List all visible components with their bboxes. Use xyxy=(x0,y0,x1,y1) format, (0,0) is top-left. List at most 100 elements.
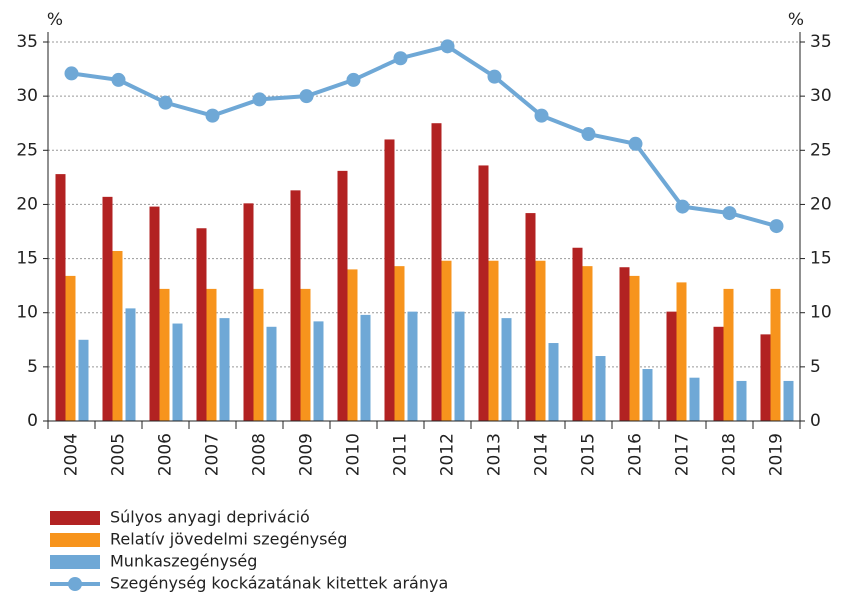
y2-tick-label: 15 xyxy=(810,249,832,269)
x-tick-label: 2013 xyxy=(485,433,505,476)
x-tick-label: 2019 xyxy=(767,433,787,476)
y2-tick-label: 0 xyxy=(810,411,821,431)
bar xyxy=(548,343,559,421)
line-marker xyxy=(111,72,126,87)
line xyxy=(71,44,778,229)
legend-label: Munkaszegénység xyxy=(110,552,257,571)
bar xyxy=(713,326,724,421)
line-marker xyxy=(252,92,267,107)
bar xyxy=(666,311,677,421)
bar xyxy=(360,314,371,421)
legend-swatch xyxy=(50,511,100,525)
bar xyxy=(760,334,771,421)
y-tick-label: 5 xyxy=(27,357,38,377)
x-tick-label-group: 2008 xyxy=(250,433,270,476)
bar xyxy=(394,266,405,421)
y2-tick-label: 35 xyxy=(810,32,832,52)
bar xyxy=(149,206,160,421)
line-marker xyxy=(628,136,643,151)
y-tick-label: 25 xyxy=(16,140,38,160)
line-marker xyxy=(393,51,408,66)
x-tick-label: 2015 xyxy=(579,433,599,476)
bar xyxy=(431,123,442,421)
legend-swatch-marker xyxy=(68,577,82,591)
bar xyxy=(441,260,452,421)
bar xyxy=(219,318,230,421)
y2-tick-label: 5 xyxy=(810,357,821,377)
legend-label: Relatív jövedelmi szegénység xyxy=(110,530,347,549)
y-axis-label: % xyxy=(47,10,63,30)
legend-swatch xyxy=(50,533,100,547)
y-tick-label: 35 xyxy=(16,32,38,52)
line-marker xyxy=(769,219,784,234)
bar xyxy=(454,311,465,421)
x-tick-label: 2004 xyxy=(62,433,82,476)
y-tick-label: 10 xyxy=(16,303,38,323)
bar xyxy=(65,275,76,421)
x-tick-label-group: 2011 xyxy=(391,433,411,476)
x-tick-label: 2016 xyxy=(626,433,646,476)
x-tick-label: 2011 xyxy=(391,433,411,476)
x-tick-label-group: 2015 xyxy=(579,433,599,476)
bar xyxy=(407,311,418,421)
bar xyxy=(266,326,277,421)
line-marker xyxy=(158,95,173,110)
x-tick-label-group: 2018 xyxy=(720,433,740,476)
bar xyxy=(619,267,630,421)
bar xyxy=(676,282,687,421)
y-tick-label: 0 xyxy=(27,411,38,431)
bar xyxy=(629,275,640,421)
x-tick-label-group: 2019 xyxy=(767,433,787,476)
bar xyxy=(642,369,653,421)
bar xyxy=(572,247,583,421)
x-tick-label: 2012 xyxy=(438,433,458,476)
bar xyxy=(313,321,324,421)
x-tick-label: 2006 xyxy=(156,433,176,476)
line-marker xyxy=(205,108,220,123)
line-marker xyxy=(299,89,314,104)
line-marker xyxy=(534,108,549,123)
x-tick-label: 2009 xyxy=(297,433,317,476)
bar xyxy=(112,250,123,421)
x-tick-label-group: 2017 xyxy=(673,433,693,476)
y-tick-label: 20 xyxy=(16,194,38,214)
x-tick-label: 2005 xyxy=(109,433,129,476)
bar xyxy=(78,339,89,421)
bar xyxy=(172,323,183,421)
y-tick-label: 30 xyxy=(16,86,38,106)
x-tick-label-group: 2005 xyxy=(109,433,129,476)
x-tick-label-group: 2009 xyxy=(297,433,317,476)
y2-axis-label: % xyxy=(788,10,804,30)
x-tick-label: 2017 xyxy=(673,433,693,476)
bar xyxy=(347,269,358,421)
y-tick-label: 15 xyxy=(16,249,38,269)
x-tick-label-group: 2014 xyxy=(532,433,552,476)
x-tick-label-group: 2007 xyxy=(203,433,223,476)
bar xyxy=(337,170,348,421)
x-tick-label: 2018 xyxy=(720,433,740,476)
bar xyxy=(290,190,301,421)
bar xyxy=(689,377,700,421)
line-marker xyxy=(581,127,596,142)
legend-label: Súlyos anyagi depriváció xyxy=(110,508,310,527)
bar xyxy=(102,196,113,421)
line-marker xyxy=(346,72,361,87)
bar xyxy=(736,380,747,421)
bar xyxy=(595,356,606,421)
bar xyxy=(582,266,593,421)
legend-label: Szegénység kockázatának kitettek aránya xyxy=(110,574,448,593)
bar xyxy=(770,288,781,421)
bar xyxy=(253,288,264,421)
x-tick-label: 2008 xyxy=(250,433,270,476)
bar xyxy=(196,228,207,421)
line-marker xyxy=(64,66,79,81)
y2-tick-label: 10 xyxy=(810,303,832,323)
x-tick-label-group: 2016 xyxy=(626,433,646,476)
x-tick-label-group: 2006 xyxy=(156,433,176,476)
bar xyxy=(125,308,136,421)
x-tick-label: 2007 xyxy=(203,433,223,476)
x-tick-label-group: 2013 xyxy=(485,433,505,476)
line-marker xyxy=(440,39,455,54)
bar xyxy=(478,165,489,421)
